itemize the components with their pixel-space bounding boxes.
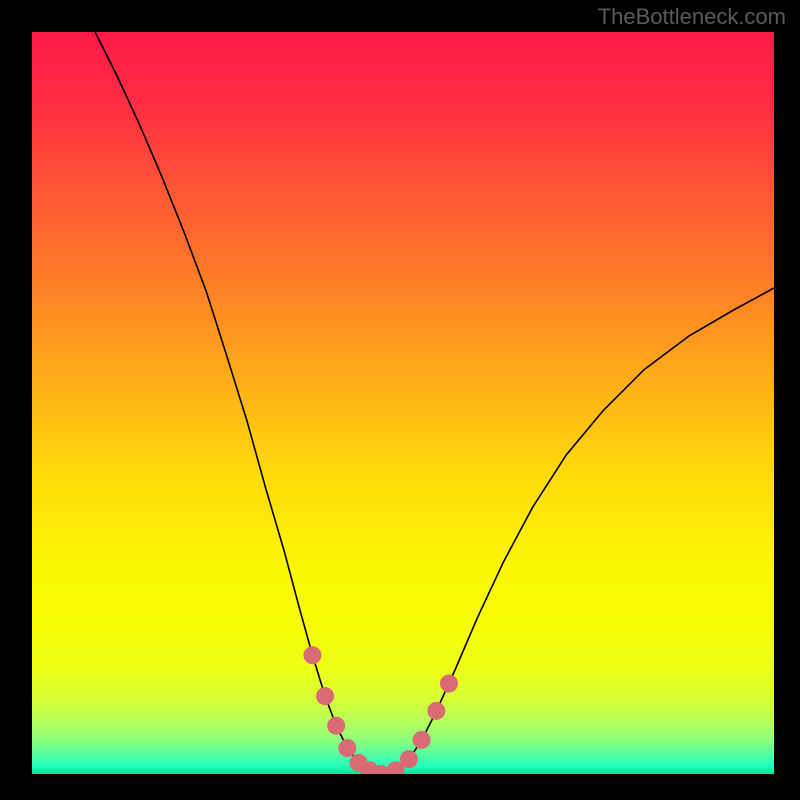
chart-container [32,32,774,774]
bottleneck-chart [32,32,774,774]
watermark-text: TheBottleneck.com [598,4,786,30]
